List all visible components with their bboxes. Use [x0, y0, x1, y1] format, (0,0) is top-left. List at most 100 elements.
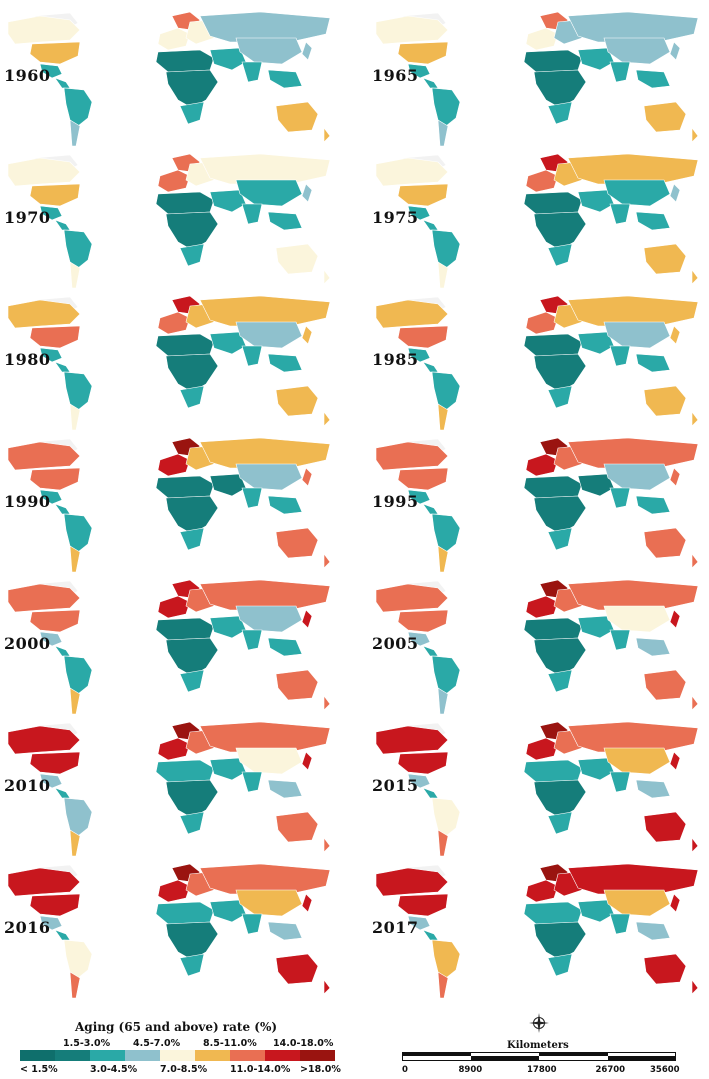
region-aus — [643, 101, 687, 133]
legend-label: 8.5-11.0% — [203, 1038, 257, 1049]
region-sth — [437, 545, 449, 573]
year-label: 2000 — [4, 634, 51, 653]
region-asia — [603, 179, 671, 207]
region-sam — [431, 513, 461, 553]
region-sth — [69, 403, 81, 431]
region-nafr — [523, 617, 583, 641]
region-cam — [422, 645, 439, 657]
region-sam — [431, 939, 461, 979]
region-sam — [63, 371, 93, 411]
region-jpn — [301, 893, 313, 913]
region-ind — [241, 61, 263, 83]
region-mid — [209, 47, 247, 71]
region-jpn — [669, 183, 681, 203]
region-sea — [635, 69, 671, 89]
region-ind — [241, 913, 263, 935]
year-label: 2017 — [372, 918, 419, 937]
region-aus — [275, 953, 319, 985]
year-label: 1960 — [4, 66, 51, 85]
map-panel-1970: 1970 — [0, 150, 336, 290]
region-aus — [643, 385, 687, 417]
region-aus — [643, 811, 687, 843]
region-can — [375, 299, 449, 329]
scale-bar-segment — [539, 1052, 608, 1056]
region-rus — [199, 579, 331, 611]
region-sea — [267, 211, 303, 231]
region-sea — [267, 779, 303, 799]
region-ind — [241, 487, 263, 509]
region-mex — [39, 347, 63, 363]
region-jpn — [669, 41, 681, 61]
region-mex — [407, 347, 431, 363]
region-asia — [235, 605, 303, 633]
region-safr — [547, 527, 573, 551]
region-sth — [437, 119, 449, 147]
region-nafr — [523, 901, 583, 925]
map-panel-1980: 1980 — [0, 292, 336, 432]
region-nafr — [155, 333, 215, 357]
world-map — [7, 295, 331, 431]
region-mid — [209, 615, 247, 639]
region-aus — [643, 953, 687, 985]
region-mid — [209, 189, 247, 213]
region-nafr — [155, 49, 215, 73]
region-can — [375, 583, 449, 613]
region-jpn — [669, 751, 681, 771]
world-map — [375, 11, 699, 147]
legend-label: 1.5-3.0% — [63, 1038, 111, 1049]
region-can — [7, 15, 81, 45]
region-nz — [691, 837, 699, 853]
region-rus — [567, 153, 699, 185]
region-nz — [323, 269, 331, 285]
map-panel-2017: 2017 — [368, 860, 704, 1000]
region-jpn — [669, 893, 681, 913]
map-panel-2000: 2000 — [0, 576, 336, 716]
map-panel-2016: 2016 — [0, 860, 336, 1000]
region-safr — [547, 101, 573, 125]
region-sea — [635, 211, 671, 231]
scale-tick-label: 8900 — [458, 1065, 483, 1075]
scale-tick-label: 17800 — [527, 1065, 557, 1075]
region-safr — [179, 243, 205, 267]
region-asia — [235, 747, 303, 775]
region-sea — [267, 69, 303, 89]
legend-swatch — [160, 1050, 195, 1061]
region-rus — [199, 721, 331, 753]
region-nafr — [523, 475, 583, 499]
region-ind — [609, 203, 631, 225]
world-map — [375, 863, 699, 999]
region-mid — [577, 47, 615, 71]
region-nz — [691, 269, 699, 285]
region-jpn — [669, 609, 681, 629]
region-jpn — [301, 183, 313, 203]
region-eur_w — [157, 311, 191, 335]
legend-swatch — [195, 1050, 230, 1061]
region-rus — [567, 295, 699, 327]
region-rus — [567, 11, 699, 43]
map-panel-1995: 1995 — [368, 434, 704, 574]
region-nz — [323, 553, 331, 569]
region-eur_w — [157, 879, 191, 903]
map-panel-1985: 1985 — [368, 292, 704, 432]
region-cam — [54, 361, 71, 373]
region-safr — [179, 101, 205, 125]
region-sth — [437, 687, 449, 715]
region-eur_w — [525, 169, 559, 193]
region-asia — [235, 463, 303, 491]
region-ind — [241, 771, 263, 793]
region-jpn — [669, 467, 681, 487]
legend-swatch — [230, 1050, 265, 1061]
region-rus — [567, 863, 699, 895]
region-cam — [422, 503, 439, 515]
region-rus — [199, 437, 331, 469]
region-usa — [29, 467, 81, 491]
region-ind — [609, 61, 631, 83]
region-afr — [165, 211, 219, 251]
world-map — [7, 721, 331, 857]
map-panel-1975: 1975 — [368, 150, 704, 290]
world-map — [375, 579, 699, 715]
region-aus — [275, 811, 319, 843]
year-label: 2010 — [4, 776, 51, 795]
region-sam — [63, 513, 93, 553]
region-mid — [577, 331, 615, 355]
